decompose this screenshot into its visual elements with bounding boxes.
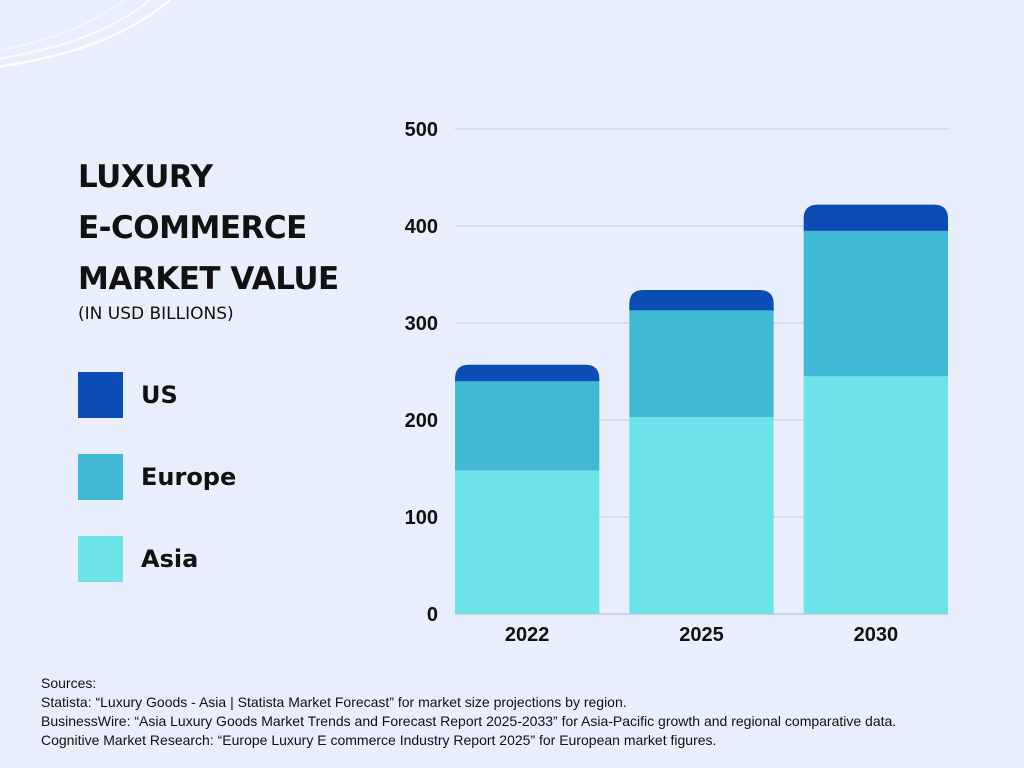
chart-title-line: E-COMMERCE xyxy=(78,210,307,246)
bar-segment-asia-2022 xyxy=(455,470,600,614)
legend-swatch-europe xyxy=(78,454,123,500)
bar-segment-asia-2025 xyxy=(629,417,774,614)
source-line: BusinessWire: “Asia Luxury Goods Market … xyxy=(41,713,897,729)
bar-segment-europe-2025 xyxy=(629,310,774,418)
chart-title: LUXURY E-COMMERCE MARKET VALUE xyxy=(78,152,339,305)
bar-segment-us-2022 xyxy=(455,364,600,382)
y-tick-label: 400 xyxy=(405,216,438,238)
legend-label-us: US xyxy=(141,381,178,409)
legend-label-europe: Europe xyxy=(141,463,237,491)
source-line: Statista: “Luxury Goods - Asia | Statist… xyxy=(41,694,627,710)
x-tick-label: 2022 xyxy=(505,624,550,646)
bar-segment-us-2030 xyxy=(803,204,948,231)
legend-item-europe: Europe xyxy=(78,454,236,500)
bar-segment-europe-2022 xyxy=(455,381,600,471)
legend: US Europe Asia xyxy=(78,372,236,618)
y-tick-label: 0 xyxy=(427,604,438,626)
source-line: Cognitive Market Research: “Europe Luxur… xyxy=(41,732,717,748)
x-tick-label: 2025 xyxy=(679,624,724,646)
legend-item-asia: Asia xyxy=(78,536,236,582)
bar-segment-europe-2030 xyxy=(803,230,948,377)
bar-segment-us-2025 xyxy=(629,290,774,311)
sources: Sources: Statista: “Luxury Goods - Asia … xyxy=(41,674,896,750)
sources-heading: Sources: xyxy=(41,675,97,691)
chart-title-line: LUXURY xyxy=(78,159,213,195)
legend-swatch-asia xyxy=(78,536,123,582)
legend-item-us: US xyxy=(78,372,236,418)
bar-segment-asia-2030 xyxy=(803,376,948,614)
y-tick-label: 200 xyxy=(405,410,438,432)
x-tick-label: 2030 xyxy=(854,624,899,646)
legend-label-asia: Asia xyxy=(141,545,199,573)
y-tick-label: 500 xyxy=(405,119,438,141)
chart-subtitle: (IN USD BILLIONS) xyxy=(78,304,234,324)
legend-swatch-us xyxy=(78,372,123,418)
y-tick-label: 100 xyxy=(405,507,438,529)
chart-title-line: MARKET VALUE xyxy=(78,261,339,297)
y-tick-label: 300 xyxy=(405,313,438,335)
